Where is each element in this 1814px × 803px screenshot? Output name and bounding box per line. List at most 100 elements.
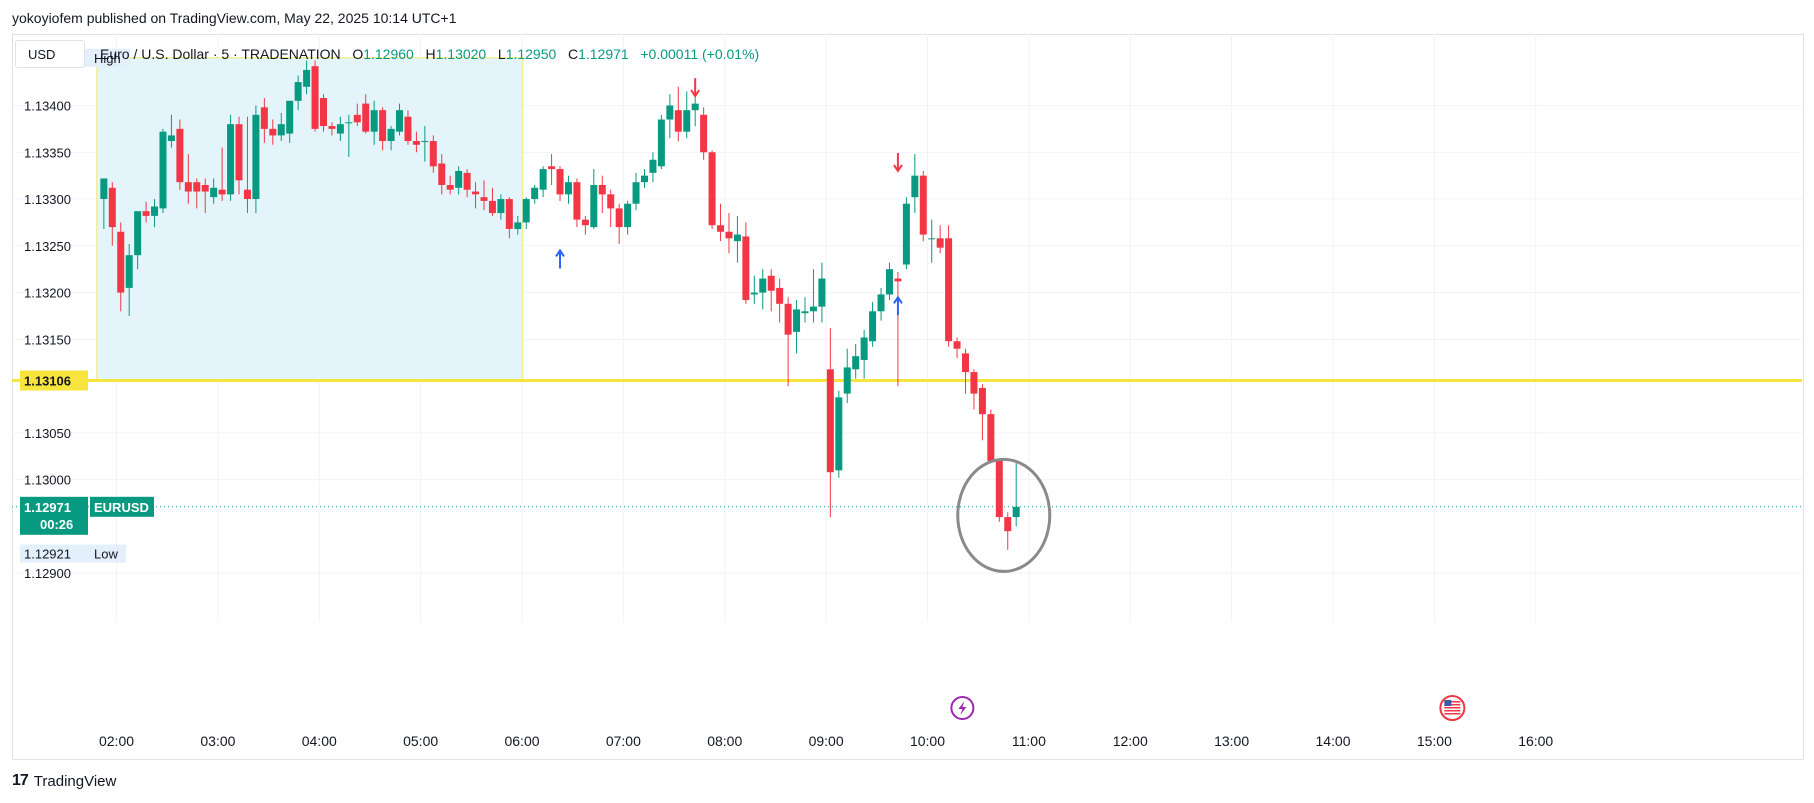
us-flag-icon[interactable] [1439, 695, 1466, 721]
x-tick-label: 10:00 [910, 733, 945, 749]
bolt-shape [958, 701, 967, 715]
countdown-label: 00:26 [40, 517, 73, 532]
last-price-tag-bg [20, 496, 88, 535]
high-value: 1.13020 [435, 46, 487, 62]
candle-body [243, 189, 251, 200]
candle-body [860, 337, 868, 360]
candle-body [497, 199, 505, 214]
tradingview-logo-icon: 17 [12, 772, 29, 789]
candle-body [176, 128, 184, 183]
candle-body [708, 152, 716, 226]
close-value: 1.12971 [578, 46, 629, 62]
candle-body [674, 110, 682, 132]
lightning-icon[interactable] [950, 696, 975, 720]
currency-selector[interactable]: USD [15, 40, 85, 68]
candle-body [303, 69, 311, 87]
symbol-tag-label: EURUSD [94, 500, 149, 515]
x-tick-label: 02:00 [99, 733, 134, 749]
candle-body [277, 124, 285, 136]
candle-body [125, 255, 133, 288]
candle-body [894, 278, 902, 282]
candle-body [624, 203, 632, 228]
candle-body [750, 292, 758, 295]
y-tick-label: 1.13000 [24, 473, 71, 488]
candle-body [809, 306, 817, 312]
change-value: +0.00011 (+0.01%) [640, 46, 760, 62]
candle-body [505, 199, 513, 229]
candle-body [227, 124, 235, 195]
y-tick-label: 1.13050 [24, 426, 71, 441]
candle-body [945, 238, 953, 342]
candle-body [311, 66, 319, 129]
candle-body [640, 175, 648, 183]
candle-body [429, 141, 437, 167]
candle-body [286, 100, 294, 134]
candle-body [733, 234, 741, 242]
x-tick-label: 09:00 [809, 733, 844, 749]
arrow-head [555, 248, 565, 258]
y-tick-label: 1.13300 [24, 192, 71, 207]
last-price-label: 1.12971 [24, 500, 71, 515]
candle-body [548, 166, 556, 170]
level-price-tag-bg [20, 370, 88, 391]
candle-body [936, 238, 944, 248]
candle-body [1004, 517, 1012, 532]
candle-body [294, 82, 302, 101]
low-label: Low [94, 547, 118, 562]
symbol-title[interactable]: Euro / U.S. Dollar · 5 · TRADENATION [100, 46, 341, 62]
candle-body [826, 369, 834, 473]
candle-body [151, 206, 159, 216]
candle-body [531, 187, 539, 200]
candle-body [438, 163, 446, 185]
candle-body [970, 372, 978, 394]
y-tick-label: 1.13400 [24, 98, 71, 113]
candle-body [184, 182, 192, 192]
sell-arrow-icon [893, 152, 903, 173]
low-price-label: 1.12921 [24, 547, 71, 562]
candle-body [345, 122, 353, 124]
candle-body [953, 341, 961, 349]
candle-body [379, 110, 387, 142]
flag-stripe [1444, 713, 1461, 715]
x-tick-label: 04:00 [302, 733, 337, 749]
low-label: L [497, 46, 506, 62]
candle-body [987, 414, 995, 461]
candle-body [370, 110, 378, 132]
candle-body [607, 194, 615, 209]
currency-label: USD [28, 46, 56, 62]
symbol-info-bar: Euro / U.S. Dollar · 5 · TRADENATION O 1.… [100, 46, 759, 62]
tradingview-brand[interactable]: 17 TradingView [12, 772, 116, 790]
flag-stripe [1444, 707, 1461, 709]
published-by-text: yokoyiofem published on TradingView.com,… [12, 10, 457, 26]
candle-body [159, 131, 167, 209]
candle-body [767, 275, 775, 291]
candle-body [700, 114, 708, 153]
close-label: C [567, 46, 579, 62]
candle-body [573, 182, 581, 220]
high-zone-rectangle [96, 57, 524, 382]
x-tick-label: 11:00 [1012, 733, 1046, 749]
chart-frame[interactable] [12, 34, 1804, 760]
x-tick-label: 16:00 [1518, 733, 1553, 749]
x-tick-label: 03:00 [200, 733, 235, 749]
x-tick-label: 14:00 [1315, 733, 1350, 749]
candle-body [564, 182, 572, 195]
candle-body [928, 238, 936, 240]
candle-body [556, 169, 564, 195]
x-tick-label: 13:00 [1214, 733, 1249, 749]
y-tick-label: 1.13150 [24, 332, 71, 347]
candle-body [396, 110, 404, 132]
y-tick-label: 1.13250 [24, 239, 71, 254]
candle-body [962, 353, 970, 373]
candle-body [117, 231, 125, 293]
candle-body [759, 278, 767, 293]
candle-body [691, 103, 699, 111]
candle-body [539, 169, 547, 190]
candle-body [590, 185, 598, 228]
candle-body [581, 219, 589, 226]
candle-body [218, 189, 226, 195]
open-label: O [352, 46, 364, 62]
x-tick-label: 05:00 [403, 733, 438, 749]
x-tick-label: 08:00 [707, 733, 742, 749]
